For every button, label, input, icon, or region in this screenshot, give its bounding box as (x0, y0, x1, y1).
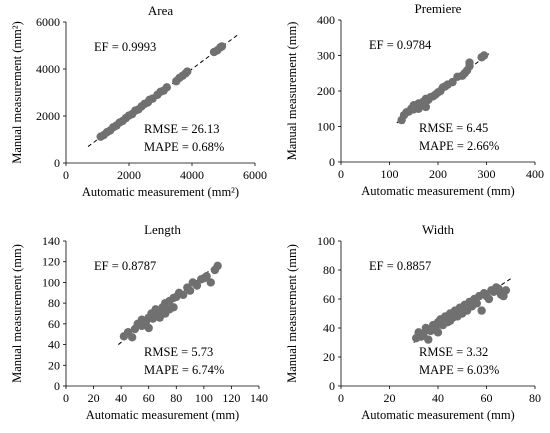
data-point (484, 294, 494, 304)
x-tick-label: 40 (115, 391, 127, 405)
data-point (162, 83, 171, 92)
rmse-annotation: RMSE = 5.73 (144, 345, 213, 359)
rmse-annotation: RMSE = 6.45 (419, 121, 488, 135)
y-tick-label: 100 (42, 275, 60, 289)
data-point (213, 261, 222, 271)
y-tick-label: 20 (323, 350, 335, 364)
y-tick-label: 120 (42, 255, 60, 269)
y-axis-label: Manual measurement (mm²) (10, 21, 24, 164)
ef-annotation: EF = 0.8857 (369, 259, 431, 273)
y-axis-label: Manual measurement (mm) (285, 244, 299, 383)
chart-title: Length (144, 222, 181, 237)
x-tick-label: 4000 (180, 168, 204, 182)
data-point (433, 328, 443, 337)
mape-annotation: MAPE = 2.66% (419, 139, 499, 153)
y-tick-label: 60 (323, 292, 335, 306)
x-tick-label: 400 (526, 167, 544, 181)
x-tick-label: 140 (250, 391, 268, 405)
x-tick-label: 20 (88, 391, 100, 405)
y-tick-label: 400 (317, 13, 335, 27)
x-tick-label: 80 (170, 391, 182, 405)
x-tick-label: 20 (384, 391, 396, 405)
x-tick-label: 0 (63, 391, 69, 405)
y-tick-label: 6000 (36, 15, 60, 29)
ef-annotation: EF = 0.9784 (369, 38, 432, 52)
chart-panel-0: 0 2000 4000 6000 0 2000 4000 6000 Area Automatic … (10, 3, 267, 199)
data-point (477, 306, 486, 315)
y-tick-label: 0 (54, 156, 60, 170)
chart-title: Premiere (415, 1, 462, 16)
y-tick-label: 0 (329, 379, 335, 393)
ef-annotation: EF = 0.9993 (94, 40, 156, 54)
y-tick-label: 0 (54, 379, 60, 393)
data-point (185, 286, 195, 295)
chart-panel-2: 0 20 40 60 80 100 120 140 0 20 40 60 80 100 120 140 Leng… (10, 222, 268, 422)
y-axis-label: Manual measurement (mm) (10, 244, 24, 383)
data-point (206, 278, 215, 287)
data-point (192, 281, 202, 290)
mape-annotation: MAPE = 6.74% (144, 363, 224, 377)
x-axis-label: Automatic measurement (mm²) (82, 185, 239, 199)
data-point (479, 51, 489, 60)
data-point (424, 335, 433, 344)
x-tick-label: 0 (338, 391, 344, 405)
y-tick-label: 60 (48, 317, 60, 331)
x-tick-label: 6000 (243, 168, 267, 182)
ef-annotation: EF = 0.8787 (94, 259, 156, 273)
x-tick-label: 40 (432, 391, 444, 405)
data-point (472, 299, 481, 308)
rmse-annotation: RMSE = 26.13 (144, 122, 219, 136)
x-axis-label: Automatic measurement (mm) (86, 408, 239, 422)
chart-title: Area (148, 3, 173, 18)
mape-annotation: MAPE = 0.68% (144, 140, 224, 154)
x-tick-label: 0 (338, 167, 344, 181)
chart-panel-3: 0 20 40 60 80 0 20 40 60 80 100 Width Automatic meas… (285, 222, 541, 422)
x-axis-label: Automatic measurement (mm) (361, 408, 514, 422)
mape-annotation: MAPE = 6.03% (419, 363, 499, 377)
x-tick-label: 100 (381, 167, 399, 181)
data-point (421, 102, 431, 112)
data-point (448, 77, 457, 87)
x-axis-label: Automatic measurement (mm) (361, 184, 514, 198)
y-tick-label: 300 (317, 49, 335, 63)
x-tick-label: 60 (481, 391, 493, 405)
data-point (127, 333, 137, 342)
rmse-annotation: RMSE = 3.32 (419, 345, 488, 359)
data-point (178, 290, 188, 300)
chart-panel-1: 0 100 200 300 400 0 100 200 300 400 Premiere Automa… (285, 1, 544, 198)
data-point (169, 303, 178, 312)
data-point (144, 323, 153, 333)
x-tick-label: 200 (429, 167, 447, 181)
data-point (202, 272, 211, 281)
y-tick-label: 40 (48, 338, 60, 352)
y-tick-label: 80 (323, 263, 335, 277)
y-tick-label: 100 (317, 120, 335, 134)
y-tick-label: 100 (317, 234, 335, 248)
y-tick-label: 40 (323, 321, 335, 335)
y-tick-label: 2000 (36, 109, 60, 123)
data-point (465, 58, 474, 67)
y-tick-label: 200 (317, 84, 335, 98)
x-tick-label: 100 (195, 391, 213, 405)
chart-title: Width (422, 222, 454, 237)
data-point (183, 67, 192, 76)
x-tick-label: 300 (478, 167, 496, 181)
y-tick-label: 20 (48, 358, 60, 372)
x-tick-label: 0 (63, 168, 69, 182)
y-axis-label: Manual measurement (mm) (285, 22, 299, 161)
data-point (217, 42, 227, 51)
y-tick-label: 0 (329, 155, 335, 169)
x-tick-label: 120 (222, 391, 240, 405)
y-tick-label: 140 (42, 234, 60, 248)
y-tick-label: 80 (48, 296, 60, 310)
y-tick-label: 4000 (36, 62, 60, 76)
x-tick-label: 80 (529, 391, 541, 405)
data-point (501, 286, 511, 295)
x-tick-label: 60 (143, 391, 155, 405)
x-tick-label: 2000 (117, 168, 141, 182)
